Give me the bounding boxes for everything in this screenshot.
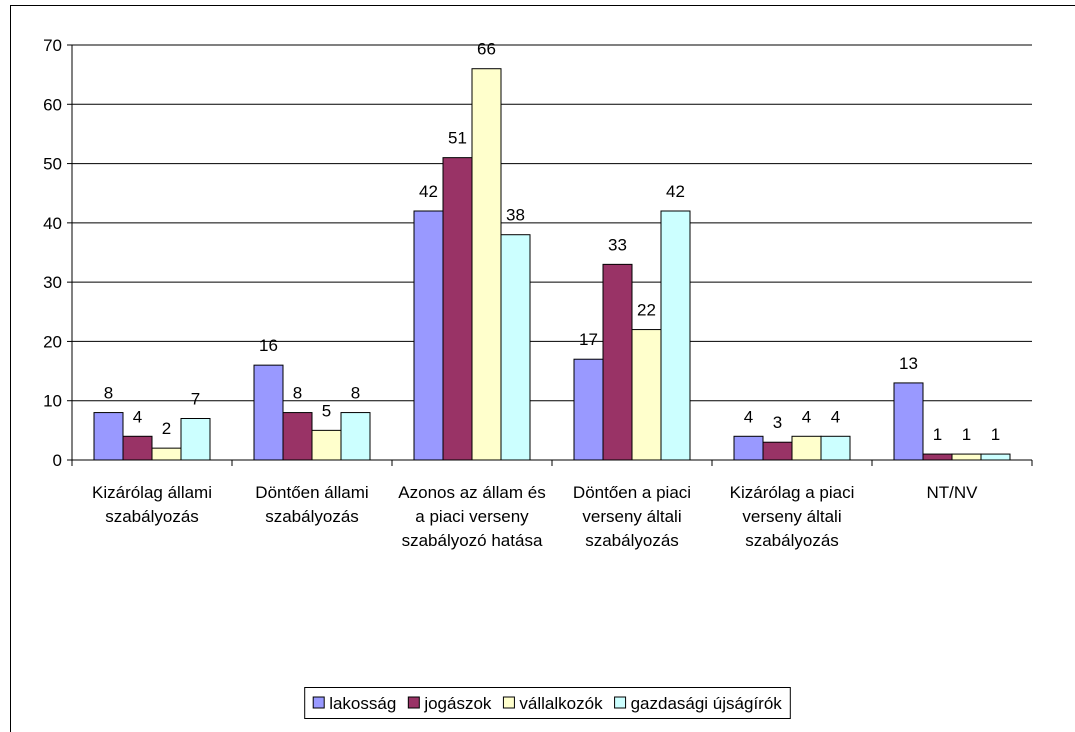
bar — [980, 453, 1011, 461]
bar — [602, 263, 633, 461]
data-label: 5 — [322, 401, 331, 420]
legend-label: vállalkozók — [519, 694, 603, 713]
bar — [762, 441, 793, 461]
legend-swatch — [407, 696, 420, 709]
x-tick-label-line: szabályozás — [745, 531, 839, 550]
data-label: 1 — [962, 425, 971, 444]
x-tick-label-line: Kizárólag állami — [92, 483, 212, 502]
data-label: 1 — [933, 425, 942, 444]
x-tick-label-line: Döntően állami — [255, 483, 368, 502]
y-tick-label: 70 — [43, 36, 62, 55]
bar — [180, 418, 211, 461]
data-label: 1 — [991, 425, 1000, 444]
y-tick-label: 0 — [53, 451, 62, 470]
bar — [631, 329, 662, 461]
x-tick-label: Döntően állami szabályozás — [255, 483, 368, 526]
data-label: 16 — [259, 336, 278, 355]
data-label: 4 — [744, 407, 753, 426]
legend-box — [304, 687, 791, 719]
x-tick-label-line: a piaci verseny — [415, 507, 529, 526]
x-tick-label: Azonos az állam és a piaci verseny szabály… — [398, 483, 545, 550]
bar — [500, 234, 531, 461]
bar — [413, 210, 444, 461]
y-tick-label: 60 — [43, 95, 62, 114]
x-tick-label-line: verseny általi — [742, 507, 841, 526]
chart-border — [10, 5, 1075, 732]
x-tick-label: Kizárólag a piaci verseny általi szabályoz… — [730, 483, 855, 550]
bar — [573, 358, 604, 461]
data-label: 22 — [637, 301, 656, 320]
data-label: 3 — [773, 413, 782, 432]
data-label: 38 — [506, 206, 525, 225]
bar — [922, 453, 953, 461]
bar — [93, 412, 124, 461]
bar — [282, 412, 313, 461]
x-tick-label-line: Azonos az állam és — [398, 483, 545, 502]
bar — [791, 435, 822, 461]
bar — [340, 412, 371, 461]
bar — [311, 429, 342, 461]
x-tick-label-line: Kizárólag a piaci — [730, 483, 855, 502]
data-label: 42 — [666, 182, 685, 201]
bar — [151, 447, 182, 461]
data-label: 4 — [831, 407, 840, 426]
x-tick-label: NT/NV — [927, 483, 979, 502]
data-label: 2 — [162, 419, 171, 438]
bar — [733, 435, 764, 461]
x-tick-label-line: szabályozás — [265, 507, 359, 526]
data-label: 17 — [579, 330, 598, 349]
legend-swatch — [312, 696, 325, 709]
x-tick-label: Kizárólag állami szabályozás — [92, 483, 212, 526]
data-label: 51 — [448, 129, 467, 148]
y-tick-label: 10 — [43, 392, 62, 411]
legend-swatch — [502, 696, 515, 709]
y-tick-label: 40 — [43, 214, 62, 233]
x-tick-label-line: szabályozó hatása — [402, 531, 543, 550]
x-tick-label-line: verseny általi — [582, 507, 681, 526]
legend-label: jogászok — [423, 694, 492, 713]
data-label: 4 — [133, 407, 142, 426]
y-tick-label: 50 — [43, 155, 62, 174]
bar — [951, 453, 982, 461]
x-tick-label-line: Döntően a piaci — [573, 483, 691, 502]
x-tick-label-line: szabályozás — [105, 507, 199, 526]
x-tick-label: Döntően a piaci verseny általi szabályozás — [573, 483, 691, 550]
data-label: 7 — [191, 390, 200, 409]
bar — [660, 210, 691, 461]
bar — [471, 68, 502, 461]
legend-swatch — [614, 696, 627, 709]
data-label: 8 — [104, 384, 113, 403]
data-label: 8 — [351, 384, 360, 403]
data-label: 42 — [419, 182, 438, 201]
bar — [820, 435, 851, 461]
bar — [893, 382, 924, 461]
data-label: 66 — [477, 40, 496, 59]
bar — [122, 435, 153, 461]
data-label: 33 — [608, 235, 627, 254]
bar — [442, 157, 473, 461]
x-tick-label-line: szabályozás — [585, 531, 679, 550]
legend-label: gazdasági újságírók — [631, 694, 783, 713]
data-label: 13 — [899, 354, 918, 373]
data-label: 8 — [293, 384, 302, 403]
legend-label: lakosság — [329, 694, 396, 713]
data-label: 4 — [802, 407, 811, 426]
x-tick-label-line: NT/NV — [927, 483, 979, 502]
y-tick-label: 30 — [43, 273, 62, 292]
y-tick-label: 20 — [43, 332, 62, 351]
bar — [253, 364, 284, 461]
